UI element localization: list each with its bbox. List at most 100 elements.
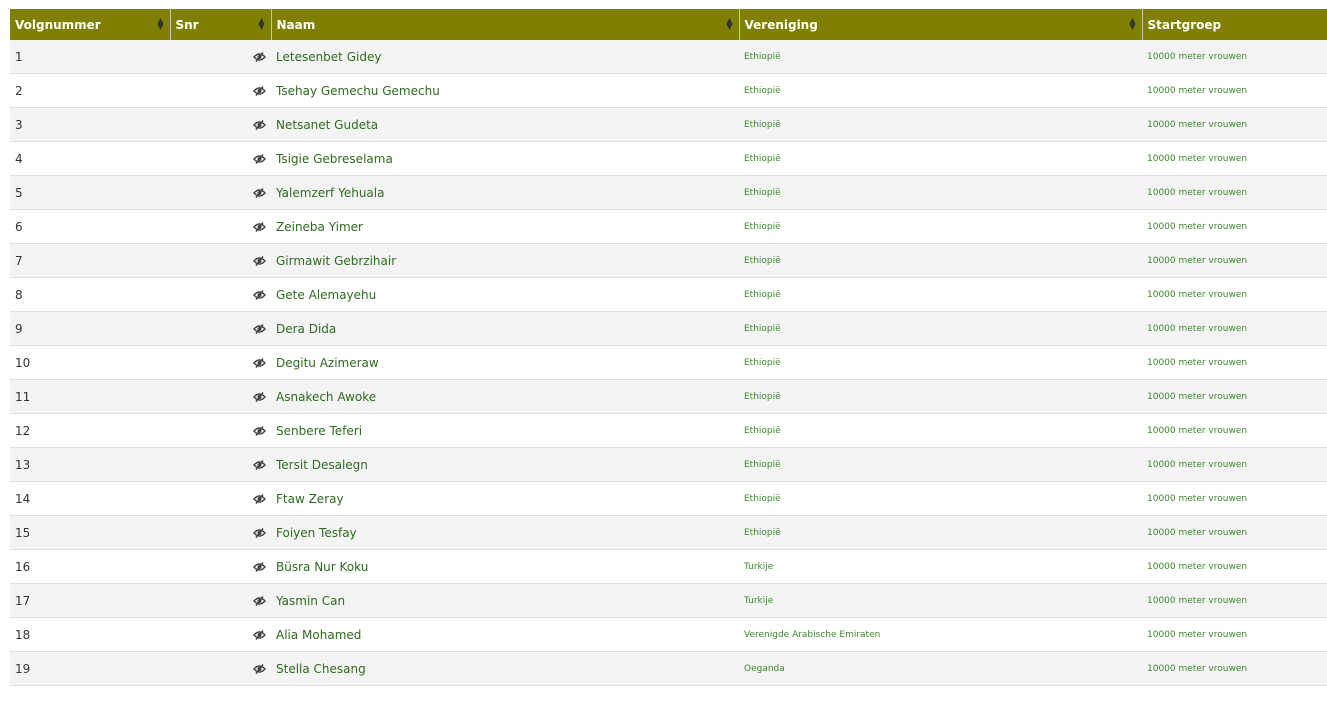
sort-icon[interactable]: ▲ ▼ — [258, 16, 265, 31]
cell-startgroep: 10000 meter vrouwen — [1142, 107, 1327, 142]
cell-vereniging: Ethiopië — [739, 379, 1142, 414]
cell-vereniging: Ethiopië — [739, 447, 1142, 482]
cell-vereniging: Oeganda — [739, 651, 1142, 686]
cell-snr — [170, 107, 271, 142]
athlete-name-link[interactable]: Foiyen Tesfay — [271, 515, 739, 550]
cell-startgroep: 10000 meter vrouwen — [1142, 549, 1327, 584]
cell-vereniging: Ethiopië — [739, 515, 1142, 550]
cell-snr — [170, 617, 271, 652]
header-label: Vereniging — [744, 17, 818, 32]
cell-startgroep: 10000 meter vrouwen — [1142, 311, 1327, 346]
athlete-name-link[interactable]: Netsanet Gudeta — [271, 107, 739, 142]
cell-volgnummer: 3 — [10, 107, 170, 142]
eye-slash-icon[interactable] — [253, 322, 266, 336]
eye-slash-icon[interactable] — [253, 628, 266, 642]
athlete-name-link[interactable]: Girmawit Gebrzihair — [271, 243, 739, 278]
cell-snr — [170, 379, 271, 414]
cell-volgnummer: 9 — [10, 311, 170, 346]
athlete-name-link[interactable]: Stella Chesang — [271, 651, 739, 686]
eye-slash-icon[interactable] — [253, 458, 266, 472]
athlete-name-link[interactable]: Yalemzerf Yehuala — [271, 175, 739, 210]
cell-volgnummer: 5 — [10, 175, 170, 210]
column-header-startgroep: Startgroep — [1141, 9, 1327, 40]
cell-volgnummer: 12 — [10, 413, 170, 448]
eye-slash-icon[interactable] — [253, 50, 266, 64]
cell-volgnummer: 14 — [10, 481, 170, 516]
cell-volgnummer: 11 — [10, 379, 170, 414]
athlete-name-link[interactable]: Gete Alemayehu — [271, 277, 739, 312]
cell-startgroep: 10000 meter vrouwen — [1142, 141, 1327, 176]
eye-slash-icon[interactable] — [253, 662, 266, 676]
cell-startgroep: 10000 meter vrouwen — [1142, 243, 1327, 278]
athlete-name-link[interactable]: Senbere Teferi — [271, 413, 739, 448]
eye-slash-icon[interactable] — [253, 288, 266, 302]
cell-volgnummer: 6 — [10, 209, 170, 244]
cell-vereniging: Ethiopië — [739, 311, 1142, 346]
table-row: 19 Stella Chesang Oeganda 10000 meter vr… — [10, 651, 1327, 686]
athlete-name-link[interactable]: Letesenbet Gidey — [271, 40, 739, 74]
column-header-naam[interactable]: Naam ▲ ▼ — [270, 9, 739, 40]
header-label: Startgroep — [1147, 17, 1222, 32]
eye-slash-icon[interactable] — [253, 152, 266, 166]
athlete-name-link[interactable]: Ftaw Zeray — [271, 481, 739, 516]
cell-vereniging: Ethiopië — [739, 40, 1142, 74]
cell-volgnummer: 4 — [10, 141, 170, 176]
cell-snr — [170, 651, 271, 686]
eye-slash-icon[interactable] — [253, 254, 266, 268]
athlete-name-link[interactable]: Tsigie Gebreselama — [271, 141, 739, 176]
table-row: 12 Senbere Teferi Ethiopië 10000 meter v… — [10, 413, 1327, 448]
eye-slash-icon[interactable] — [253, 424, 266, 438]
cell-startgroep: 10000 meter vrouwen — [1142, 617, 1327, 652]
table-row: 15 Foiyen Tesfay Ethiopië 10000 meter vr… — [10, 515, 1327, 550]
cell-startgroep: 10000 meter vrouwen — [1142, 40, 1327, 74]
table-row: 16 Büsra Nur Koku Turkije 10000 meter vr… — [10, 549, 1327, 584]
cell-snr — [170, 345, 271, 380]
athlete-name-link[interactable]: Alia Mohamed — [271, 617, 739, 652]
cell-vereniging: Ethiopië — [739, 413, 1142, 448]
eye-slash-icon[interactable] — [253, 220, 266, 234]
eye-slash-icon[interactable] — [253, 492, 266, 506]
athlete-name-link[interactable]: Asnakech Awoke — [271, 379, 739, 414]
cell-snr — [170, 583, 271, 618]
cell-volgnummer: 2 — [10, 73, 170, 108]
cell-volgnummer: 13 — [10, 447, 170, 482]
eye-slash-icon[interactable] — [253, 118, 266, 132]
column-header-vereniging[interactable]: Vereniging ▲ ▼ — [738, 9, 1142, 40]
athlete-name-link[interactable]: Tersit Desalegn — [271, 447, 739, 482]
cell-snr — [170, 40, 271, 74]
athlete-name-link[interactable]: Degitu Azimeraw — [271, 345, 739, 380]
cell-vereniging: Turkije — [739, 583, 1142, 618]
athlete-name-link[interactable]: Dera Dida — [271, 311, 739, 346]
cell-volgnummer: 8 — [10, 277, 170, 312]
table-row: 3 Netsanet Gudeta Ethiopië 10000 meter v… — [10, 107, 1327, 142]
column-header-volgnummer[interactable]: Volgnummer ▲ ▼ — [10, 9, 170, 40]
table-row: 5 Yalemzerf Yehuala Ethiopië 10000 meter… — [10, 175, 1327, 210]
sort-icon[interactable]: ▲ ▼ — [726, 16, 733, 31]
cell-vereniging: Ethiopië — [739, 209, 1142, 244]
eye-slash-icon[interactable] — [253, 186, 266, 200]
eye-slash-icon[interactable] — [253, 356, 266, 370]
cell-startgroep: 10000 meter vrouwen — [1142, 413, 1327, 448]
eye-slash-icon[interactable] — [253, 560, 266, 574]
startlist-table: Volgnummer ▲ ▼ Snr ▲ ▼ Naam ▲ ▼ Vereniging ▲ ▼ S… — [10, 9, 1327, 686]
header-label: Snr — [175, 17, 199, 32]
athlete-name-link[interactable]: Yasmin Can — [271, 583, 739, 618]
eye-slash-icon[interactable] — [253, 390, 266, 404]
cell-snr — [170, 311, 271, 346]
cell-snr — [170, 243, 271, 278]
column-header-snr[interactable]: Snr ▲ ▼ — [169, 9, 271, 40]
table-row: 4 Tsigie Gebreselama Ethiopië 10000 mete… — [10, 141, 1327, 176]
eye-slash-icon[interactable] — [253, 594, 266, 608]
table-row: 14 Ftaw Zeray Ethiopië 10000 meter vrouw… — [10, 481, 1327, 516]
eye-slash-icon[interactable] — [253, 526, 266, 540]
athlete-name-link[interactable]: Büsra Nur Koku — [271, 549, 739, 584]
athlete-name-link[interactable]: Tsehay Gemechu Gemechu — [271, 73, 739, 108]
sort-icon[interactable]: ▲ ▼ — [157, 16, 164, 31]
cell-startgroep: 10000 meter vrouwen — [1142, 209, 1327, 244]
sort-icon[interactable]: ▲ ▼ — [1129, 16, 1136, 31]
table-row: 2 Tsehay Gemechu Gemechu Ethiopië 10000 … — [10, 73, 1327, 108]
athlete-name-link[interactable]: Zeineba Yimer — [271, 209, 739, 244]
table-row: 17 Yasmin Can Turkije 10000 meter vrouwe… — [10, 583, 1327, 618]
cell-startgroep: 10000 meter vrouwen — [1142, 73, 1327, 108]
eye-slash-icon[interactable] — [253, 84, 266, 98]
